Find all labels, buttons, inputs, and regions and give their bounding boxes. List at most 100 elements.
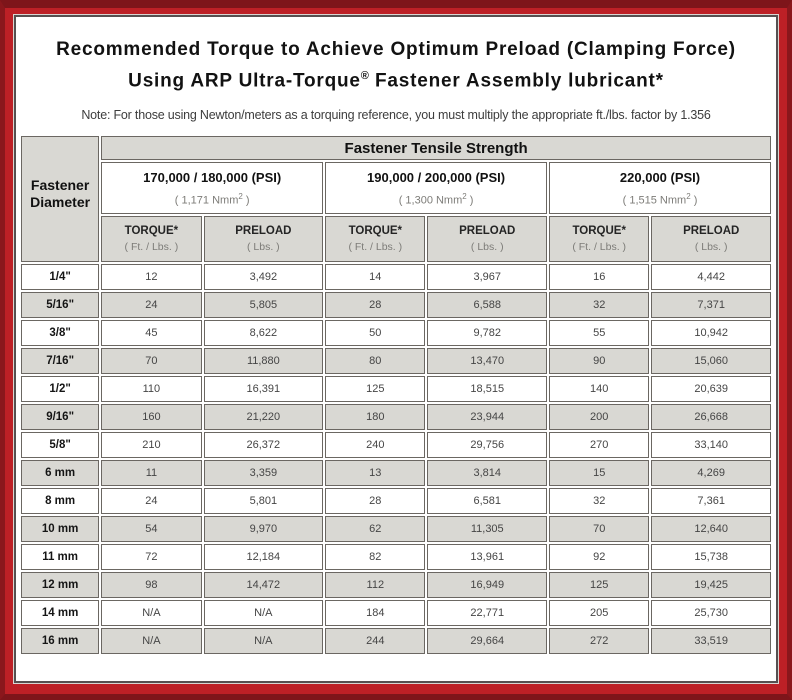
diameter-cell: 9/16" [21, 404, 100, 431]
value-cell: 125 [549, 572, 650, 599]
value-cell: 184 [325, 600, 426, 627]
psi-group-170-180: 170,000 / 180,000 (PSI) ( 1,171 Nmm2 ) [101, 162, 324, 215]
diameter-cell: 5/8" [21, 432, 100, 459]
value-cell: 3,814 [427, 460, 548, 487]
table-row-1-2in: 1/2" 110 16,391 125 18,515 140 20,639 [21, 376, 771, 403]
diameter-cell: 7/16" [21, 348, 100, 375]
value-cell: 62 [325, 516, 426, 543]
diameter-cell: 14 mm [21, 600, 100, 627]
preload-column-header-3: PRELOAD ( Lbs. ) [651, 216, 771, 263]
title-line-2-text: Using ARP Ultra-Torque [128, 70, 361, 92]
value-cell: 90 [549, 348, 650, 375]
value-cell: 55 [549, 320, 650, 347]
torque-unit: ( Ft. / Lbs. ) [572, 241, 627, 254]
value-cell: 16,949 [427, 572, 548, 599]
psi-value: 170,000 / 180,000 (PSI) [143, 170, 282, 185]
value-cell: 4,442 [651, 264, 771, 291]
table-row-11mm: 11 mm 72 12,184 82 13,961 92 15,738 [21, 544, 771, 571]
value-cell: 12,640 [651, 516, 771, 543]
value-cell: 11,880 [203, 348, 324, 375]
nmm-text: ( 1,171 Nmm [174, 194, 239, 207]
value-cell: 240 [325, 432, 426, 459]
nmm-value: ( 1,515 Nmm2 ) [550, 192, 770, 207]
value-cell: 70 [549, 516, 650, 543]
value-cell: N/A [203, 600, 324, 627]
psi-group-190-200: 190,000 / 200,000 (PSI) ( 1,300 Nmm2 ) [325, 162, 548, 215]
psi-group-220: 220,000 (PSI) ( 1,515 Nmm2 ) [549, 162, 771, 215]
value-cell: 21,220 [203, 404, 324, 431]
value-cell: 180 [325, 404, 426, 431]
table-row-5-8in: 5/8" 210 26,372 240 29,756 270 33,140 [21, 432, 771, 459]
torque-label: TORQUE* [348, 225, 403, 238]
table-row-9-16in: 9/16" 160 21,220 180 23,944 200 26,668 [21, 404, 771, 431]
registered-trademark-symbol: ® [360, 70, 369, 82]
psi-header-row: 170,000 / 180,000 (PSI) ( 1,171 Nmm2 ) 1… [21, 162, 771, 215]
value-cell: 98 [101, 572, 202, 599]
value-cell: 140 [549, 376, 650, 403]
value-cell: 9,782 [427, 320, 548, 347]
value-cell: 22,771 [427, 600, 548, 627]
value-cell: 33,140 [651, 432, 771, 459]
value-cell: 12 [101, 264, 202, 291]
value-cell: 6,581 [427, 488, 548, 515]
value-cell: 7,361 [651, 488, 771, 515]
table-row-6mm: 6 mm 11 3,359 13 3,814 15 4,269 [21, 460, 771, 487]
value-cell: 26,372 [203, 432, 324, 459]
title-line-1: Recommended Torque to Achieve Optimum Pr… [56, 39, 736, 60]
value-cell: 15,738 [651, 544, 771, 571]
document-sheet: Recommended Torque to Achieve Optimum Pr… [13, 14, 779, 684]
value-cell: 14,472 [203, 572, 324, 599]
value-cell: 28 [325, 292, 426, 319]
value-cell: 24 [101, 488, 202, 515]
fastener-diameter-header: Fastener Diameter [21, 136, 100, 263]
title-line-2: Using ARP Ultra-Torque® Fastener Assembl… [16, 63, 776, 94]
value-cell: 28 [325, 488, 426, 515]
preload-unit: ( Lbs. ) [694, 241, 728, 254]
document-title: Recommended Torque to Achieve Optimum Pr… [16, 37, 776, 94]
preload-label: PRELOAD [683, 225, 740, 238]
value-cell: 125 [325, 376, 426, 403]
value-cell: 70 [101, 348, 202, 375]
table-row-1-4in: 1/4" 12 3,492 14 3,967 16 4,442 [21, 264, 771, 291]
newton-meters-note: Note: For those using Newton/meters as a… [81, 108, 711, 123]
value-cell: 15,060 [651, 348, 771, 375]
value-cell: 32 [549, 488, 650, 515]
tensile-strength-header: Fastener Tensile Strength [101, 136, 771, 161]
value-cell: 24 [101, 292, 202, 319]
value-cell: 13,470 [427, 348, 548, 375]
nmm-superscript: 2 [462, 192, 467, 201]
table-row-3-8in: 3/8" 45 8,622 50 9,782 55 10,942 [21, 320, 771, 347]
value-cell: 19,425 [651, 572, 771, 599]
value-cell: 5,801 [203, 488, 324, 515]
torque-column-header-1: TORQUE* ( Ft. / Lbs. ) [101, 216, 202, 263]
table-row-8mm: 8 mm 24 5,801 28 6,581 32 7,361 [21, 488, 771, 515]
diameter-cell: 5/16" [21, 292, 100, 319]
value-cell: 16,391 [203, 376, 324, 403]
fastener-diameter-line-2: Diameter [30, 194, 91, 211]
value-cell: 210 [101, 432, 202, 459]
table-row-7-16in: 7/16" 70 11,880 80 13,470 90 15,060 [21, 348, 771, 375]
value-cell: 25,730 [651, 600, 771, 627]
title-line-2-tail: Fastener Assembly lubricant* [368, 70, 664, 92]
diameter-cell: 1/4" [21, 264, 100, 291]
value-cell: 92 [549, 544, 650, 571]
preload-column-header-1: PRELOAD ( Lbs. ) [203, 216, 324, 263]
value-cell: 45 [101, 320, 202, 347]
value-cell: 244 [325, 628, 426, 655]
value-cell: 32 [549, 292, 650, 319]
torque-label: TORQUE* [572, 225, 626, 238]
value-cell: 270 [549, 432, 650, 459]
value-cell: 8,622 [203, 320, 324, 347]
value-cell: 11,305 [427, 516, 548, 543]
value-cell: 72 [101, 544, 202, 571]
torque-label: TORQUE* [124, 225, 179, 238]
value-cell: 4,269 [651, 460, 771, 487]
value-cell: 3,967 [427, 264, 548, 291]
table-row-10mm: 10 mm 54 9,970 62 11,305 70 12,640 [21, 516, 771, 543]
psi-value: 220,000 (PSI) [619, 170, 701, 185]
preload-column-header-2: PRELOAD ( Lbs. ) [427, 216, 548, 263]
torque-unit: ( Ft. / Lbs. ) [348, 241, 403, 254]
nmm-text: ( 1,515 Nmm [622, 194, 687, 207]
value-cell: 16 [549, 264, 650, 291]
